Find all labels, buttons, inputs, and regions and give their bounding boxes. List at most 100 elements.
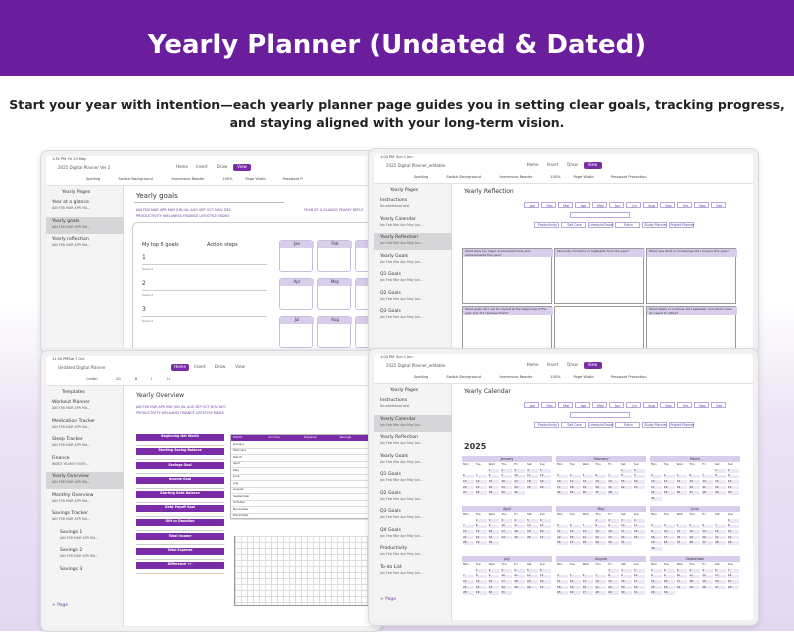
sidebar-item[interactable]: Instructions: [380, 198, 407, 203]
link-button[interactable]: Project Planner: [669, 222, 695, 228]
toolbar-item[interactable]: Switch Background: [446, 175, 481, 179]
link-button[interactable]: Self Care: [561, 222, 586, 228]
ribbon-tab[interactable]: Home: [524, 362, 542, 369]
ribbon-tab[interactable]: Draw: [564, 162, 582, 169]
link-button[interactable]: Lifestyle/Travel: [588, 422, 613, 428]
month-button[interactable]: Mar: [558, 202, 573, 208]
toolbar-item[interactable]: Password Protection: [610, 175, 647, 179]
month-button[interactable]: Sep: [660, 402, 675, 408]
sidebar-item[interactable]: Q2 Goals: [380, 290, 401, 296]
toolbar-item[interactable]: Switch Background: [446, 375, 481, 379]
ribbon-tab[interactable]: View: [233, 164, 251, 171]
toolbar-item[interactable]: Page Width: [573, 175, 594, 179]
sidebar-item[interactable]: Q3 Goals: [380, 309, 401, 314]
link-button[interactable]: Project Planner: [669, 422, 695, 428]
sidebar-item[interactable]: Savings 3: [60, 566, 83, 572]
month-button[interactable]: Feb: [541, 402, 556, 408]
link-button[interactable]: Extra: [615, 422, 640, 428]
ribbon-tab[interactable]: View: [231, 364, 249, 371]
month-button[interactable]: Oct: [677, 402, 692, 408]
ribbon-tab[interactable]: Home: [173, 164, 191, 171]
sidebar-item[interactable]: Yearly reflection: [52, 237, 89, 242]
search-box[interactable]: Undated Digital Planner: [52, 364, 122, 372]
toolbar-item[interactable]: Immersive Reader: [171, 177, 205, 181]
toolbar-item[interactable]: 100%: [550, 175, 561, 179]
toolbar-item[interactable]: 100%: [550, 375, 561, 379]
month-button[interactable]: Nov: [694, 402, 709, 408]
sidebar-item[interactable]: Monthly Overview: [52, 492, 94, 498]
ribbon-tab[interactable]: View: [583, 162, 602, 169]
search-box[interactable]: 2025 Digital Planner_editable: [380, 162, 450, 170]
sidebar-item[interactable]: Q3 Goals: [380, 509, 401, 514]
search-box[interactable]: 2025 Digital Planner_editable: [380, 362, 450, 370]
sidebar-item[interactable]: Q1 Goals: [380, 272, 401, 277]
sidebar-item[interactable]: Year at a glance: [52, 200, 89, 205]
sidebar-item[interactable]: Instructions: [380, 398, 407, 403]
month-button[interactable]: Aug: [643, 202, 658, 208]
toolbar-item[interactable]: 20: [116, 377, 121, 381]
sidebar-item[interactable]: Productivity: [380, 546, 408, 551]
add-page[interactable]: + Page: [380, 596, 397, 602]
link-button[interactable]: Extra: [615, 222, 640, 228]
sidebar-item[interactable]: Yearly Calendar: [380, 216, 416, 222]
toolbar-item[interactable]: U: [167, 377, 170, 381]
toolbar-item[interactable]: Spelling: [414, 175, 429, 179]
ribbon-tab[interactable]: Home: [524, 162, 542, 169]
sidebar-item[interactable]: Q4 Goals: [380, 527, 401, 533]
month-button[interactable]: Dec: [711, 202, 726, 208]
ribbon-tab[interactable]: Home: [171, 364, 189, 371]
toolbar-item[interactable]: Switch Background: [118, 177, 153, 181]
sidebar-item[interactable]: Savings 2: [60, 548, 83, 553]
toolbar-item[interactable]: Immersive Reader: [499, 375, 533, 379]
sidebar-item[interactable]: Medication Tracker: [52, 418, 96, 424]
link-button[interactable]: Productivity: [534, 222, 559, 228]
toolbar-item[interactable]: I: [151, 377, 153, 381]
link-button[interactable]: Study Planner: [642, 222, 667, 228]
sidebar-item[interactable]: Yearly Overview: [52, 474, 89, 479]
month-button[interactable]: Oct: [677, 202, 692, 208]
sidebar-item[interactable]: Savings 1: [60, 529, 83, 535]
add-page[interactable]: + Page: [52, 602, 69, 608]
sidebar-item[interactable]: Q1 Goals: [380, 472, 401, 477]
month-button[interactable]: Jun: [609, 202, 624, 208]
ribbon-tab[interactable]: View: [583, 362, 602, 369]
link-button[interactable]: Productivity: [534, 422, 559, 428]
toolbar-item[interactable]: B: [134, 377, 138, 381]
ribbon-tab[interactable]: Draw: [564, 362, 582, 369]
month-button[interactable]: Nov: [694, 202, 709, 208]
toolbar-item[interactable]: Calibri: [86, 377, 98, 381]
sidebar-item[interactable]: Finance: [52, 455, 70, 461]
month-button[interactable]: May: [592, 202, 607, 208]
sidebar-item[interactable]: To-do List: [380, 564, 402, 570]
ribbon-tab[interactable]: Draw: [211, 364, 229, 371]
sidebar-item[interactable]: Yearly Reflection: [380, 235, 419, 240]
toolbar-item[interactable]: Page Width: [245, 177, 266, 181]
month-button[interactable]: Aug: [643, 402, 658, 408]
sidebar-item[interactable]: Savings Tracker: [52, 511, 88, 516]
month-button[interactable]: Jun: [609, 402, 624, 408]
toolbar-item[interactable]: Password P: [282, 177, 303, 181]
ribbon-tab[interactable]: Draw: [213, 164, 231, 171]
month-button[interactable]: Mar: [558, 402, 573, 408]
sidebar-item[interactable]: Q2 Goals: [380, 490, 401, 496]
sidebar-item[interactable]: Yearly Goals: [380, 453, 409, 459]
toolbar-item[interactable]: 100%: [222, 177, 233, 181]
ribbon-tab[interactable]: Insert: [544, 162, 562, 169]
month-button[interactable]: Jan: [524, 402, 539, 408]
toolbar-item[interactable]: Spelling: [414, 375, 429, 379]
toolbar-item[interactable]: Immersive Reader: [499, 175, 533, 179]
link-button[interactable]: Study Planner: [642, 422, 667, 428]
toolbar-item[interactable]: Spelling: [86, 177, 101, 181]
sidebar-item[interactable]: Sleep Tracker: [52, 437, 83, 442]
month-button[interactable]: Jan: [524, 202, 539, 208]
link-button[interactable]: Self Care: [561, 422, 586, 428]
sidebar-item[interactable]: Yearly Calendar: [380, 416, 416, 422]
sidebar-item[interactable]: Yearly Goals: [380, 253, 409, 259]
sidebar-item[interactable]: Yearly Reflection: [380, 435, 419, 440]
search-box[interactable]: 2025 Digital Planner Ver 2: [52, 164, 122, 172]
month-button[interactable]: Apr: [575, 202, 590, 208]
month-button[interactable]: Dec: [711, 402, 726, 408]
month-button[interactable]: May: [592, 402, 607, 408]
ribbon-tab[interactable]: Insert: [193, 164, 211, 171]
month-button[interactable]: Apr: [575, 402, 590, 408]
